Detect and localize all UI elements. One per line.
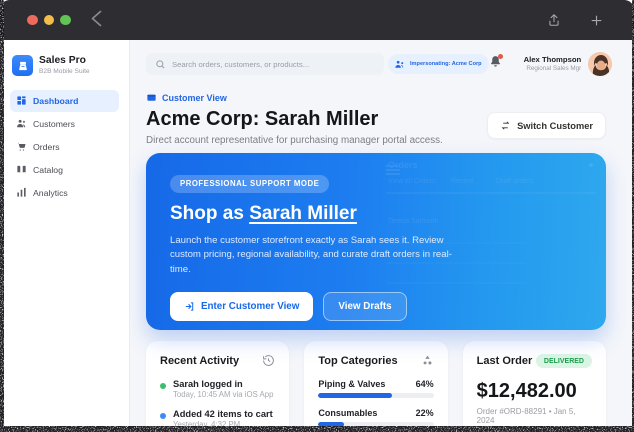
svg-text:Draft orders: Draft orders <box>496 178 533 185</box>
svg-text:View all Orders: View all Orders <box>388 178 436 185</box>
svg-text:Teresa Samosth: Teresa Samosth <box>388 218 439 225</box>
svg-text:Recent: Recent <box>451 178 473 185</box>
